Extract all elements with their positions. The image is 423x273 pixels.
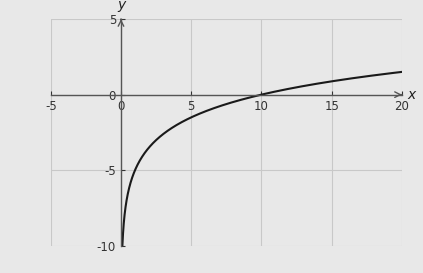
Text: x: x xyxy=(407,88,416,102)
Text: y: y xyxy=(117,0,125,11)
